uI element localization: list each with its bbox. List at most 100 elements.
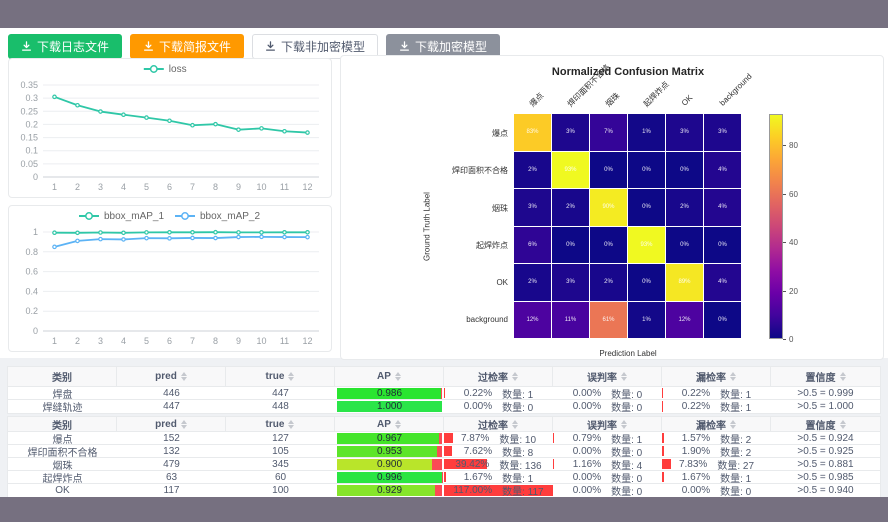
misjudge-rate-cell-percent: 0.79% [572,432,602,444]
confidence-cell: >0.5 = 0.881 [771,458,880,471]
over-detection-rate-cell-percent: 7.87% [460,432,490,444]
miss-rate-cell: 0.22% 数量: 1 [662,387,771,400]
over-detection-rate-cell-count: 数量: 10 [499,434,537,445]
ap-bar-fill [337,485,435,496]
miss-rate-cell-bar [662,472,664,482]
class-name-cell: 爆点 [8,432,117,445]
over-detection-rate-cell-percent: 7.62% [463,445,493,457]
ap-cell: 0.900 [335,458,444,471]
matrix-column-label: 烟珠 [603,91,622,109]
ap-value: 0.967 [376,432,403,444]
misjudge-rate-cell-percent: 0.00% [572,445,602,457]
window-bottom-bar [0,497,888,522]
matrix-cell-value: 2% [680,204,689,211]
sort-icon[interactable] [730,372,736,381]
column-header[interactable]: 过检率 [444,417,553,432]
colorbar-tick-mark [783,290,786,292]
column-header[interactable]: AP [335,417,444,432]
column-header[interactable]: AP [335,367,444,387]
column-header[interactable]: 置信度 [771,417,880,432]
matrix-cell-value: 3% [680,129,689,136]
column-header[interactable]: pred [117,417,226,432]
svg-text:2: 2 [75,336,80,346]
ap-bar-fill [337,387,441,399]
confusion-matrix-heatmap: Normalized Confusion Matrix 爆点 爆点 焊印面积不合格 焊印… [341,56,883,359]
download-encrypted-model-button[interactable]: 下载加密模型 [386,34,501,59]
column-header-label: 误判率 [587,373,617,384]
column-header[interactable]: 置信度 [771,367,880,387]
sort-icon[interactable] [512,372,518,381]
sort-icon[interactable] [730,419,736,429]
column-header[interactable]: 漏检率 [662,417,771,432]
column-header-label: 漏检率 [696,373,726,384]
pred-count-cell: 132 [117,445,226,458]
column-header[interactable]: true [226,367,335,387]
miss-rate-cell-percent: 1.90% [681,445,711,457]
confidence-cell: >0.5 = 0.985 [771,471,880,484]
miss-rate-cell-bar [662,401,663,412]
download-unencrypted-model-button[interactable]: 下载非加密模型 [252,34,379,59]
misjudge-rate-cell-count: 数量: 4 [611,460,643,471]
over-detection-rate-cell-percent: 117.00% [453,485,493,496]
matrix-cell-value: 4% [718,279,727,286]
column-header[interactable]: 漏检率 [662,367,771,387]
download-log-button[interactable]: 下载日志文件 [8,34,123,59]
matrix-cell: 2% [590,264,627,301]
svg-text:11: 11 [280,182,289,192]
svg-text:bbox_mAP_1: bbox_mAP_1 [104,211,164,222]
sort-icon[interactable] [394,372,401,381]
svg-text:loss: loss [169,64,187,75]
matrix-cell: 3% [552,114,589,151]
matrix-cell-value: 2% [604,279,613,286]
matrix-cell-value: 0% [642,279,651,286]
legend-item-bbox_mAP_1[interactable]: bbox_mAP_1 [79,211,164,222]
class-name-cell: OK [8,484,117,497]
ap-cell: 0.953 [335,445,444,458]
miss-rate-cell: 0.22% 数量: 1 [662,400,771,413]
sort-icon[interactable] [512,419,518,429]
sort-icon[interactable] [839,419,846,429]
matrix-row-label: background [466,315,508,325]
sort-icon[interactable] [180,419,187,429]
true-count-cell: 105 [226,445,335,458]
misjudge-rate-cell: 0.00% 数量: 0 [553,445,662,458]
ap-cell: 1.000 [335,400,444,413]
column-header[interactable]: 误判率 [553,367,662,387]
svg-text:bbox_mAP_2: bbox_mAP_2 [200,211,260,222]
column-header[interactable]: 误判率 [553,417,662,432]
over-detection-rate-cell-bar [444,446,453,456]
ap-cell: 0.929 [335,484,444,497]
sort-icon[interactable] [621,419,627,429]
miss-rate-cell: 1.67% 数量: 1 [662,471,771,484]
miss-rate-cell-count: 数量: 2 [720,434,752,445]
sort-icon[interactable] [288,372,295,381]
matrix-cell: 89% [666,264,703,301]
sort-icon[interactable] [180,372,187,381]
matrix-cell: 1% [628,114,665,151]
column-header-label: 漏检率 [696,420,726,432]
column-header[interactable]: true [226,417,335,432]
sort-icon[interactable] [839,372,846,381]
matrix-row-label: OK [496,277,508,287]
sort-icon[interactable] [621,372,627,381]
sort-icon[interactable] [288,419,295,429]
misjudge-rate-cell-count: 数量: 0 [611,447,643,458]
sort-icon[interactable] [394,419,401,429]
column-header[interactable]: 过检率 [444,367,553,387]
svg-text:0.15: 0.15 [20,133,38,143]
legend-item-bbox_mAP_2[interactable]: bbox_mAP_2 [175,211,260,222]
matrix-cell: 0% [704,301,741,338]
matrix-cell-value: 61% [602,316,615,323]
matrix-cell-value: 0% [566,241,575,248]
download-icon [22,41,31,51]
legend-item-loss[interactable]: loss [143,64,187,75]
over-detection-rate-cell: 7.62% 数量: 8 [444,445,553,458]
column-header[interactable]: pred [117,367,226,387]
matrix-y-axis-label: Ground Truth Label [422,191,432,261]
button-label: 下载日志文件 [37,39,110,54]
download-brief-button[interactable]: 下载简报文件 [130,34,245,59]
svg-text:0.6: 0.6 [25,267,38,277]
svg-text:1: 1 [52,182,57,192]
pred-count-cell: 479 [117,458,226,471]
table-row: 起焊炸点 63 60 0.996 1.67% 数量: 1 0.00% 数量: 0 1.67% 数量… [8,471,880,484]
